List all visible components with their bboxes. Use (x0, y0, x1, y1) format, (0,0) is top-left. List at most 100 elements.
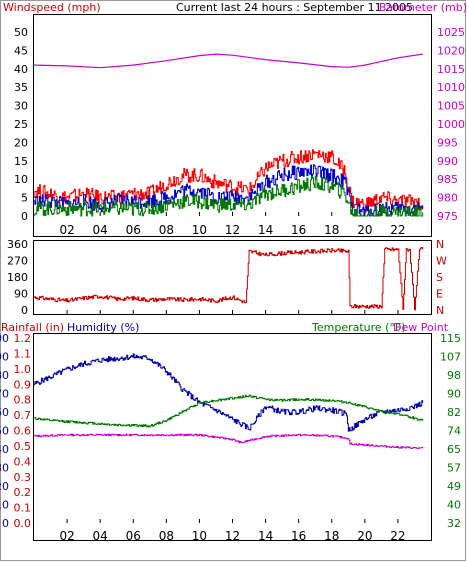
x-tick-label: 22 (390, 223, 405, 237)
temperature-axis-title: Temperature (°F) (311, 321, 406, 334)
wind-avg-line (34, 176, 424, 217)
humidity_ticks-tick-label: 40 (0, 443, 9, 456)
axes-layer: 0510152025303540455097598098599099510001… (0, 26, 465, 543)
x-tick-label: 02 (59, 529, 74, 543)
y_right_ticks-tick-label: 990 (437, 155, 458, 168)
y_right_ticks-tick-label: 975 (437, 210, 458, 223)
humidity_ticks-tick-label: 70 (0, 388, 9, 401)
y_right_ticks-tick-label: W (436, 255, 447, 268)
temp_ticks-tick-label: 90 (447, 388, 461, 401)
x-tick-label: 10 (192, 223, 207, 237)
wind-baro-panel-frame (33, 14, 432, 237)
y_right_ticks-tick-label: 985 (437, 173, 458, 186)
humidity_ticks-tick-label: 10 (0, 499, 9, 512)
rain_ticks-tick-label: 0.4 (14, 455, 32, 468)
y_left_ticks-tick-label: 40 (14, 63, 28, 76)
x-tick-label: 18 (324, 223, 339, 237)
temp_ticks-tick-label: 115 (440, 332, 461, 345)
humidity_ticks-tick-label: 90 (0, 351, 9, 364)
chart-title: Current last 24 hours : September 11 200… (176, 1, 413, 14)
x-tick-label: 18 (324, 529, 339, 543)
dewpoint-line (34, 433, 424, 450)
wind-direction-line (34, 247, 424, 311)
wind-gust-line (34, 149, 424, 213)
rain_ticks-tick-label: 0.2 (14, 486, 32, 499)
x-tick-label: 12 (225, 223, 240, 237)
temp-hum-panel-frame (33, 333, 432, 541)
rain_ticks-tick-label: 0.7 (14, 409, 32, 422)
rain_ticks-tick-label: 0.0 (14, 517, 32, 530)
dewpoint-axis-title: Dew Point (393, 321, 449, 334)
x-tick-label: 04 (93, 223, 108, 237)
barometer-line (33, 53, 423, 69)
y_right_ticks-tick-label: N (436, 238, 444, 251)
temp_ticks-tick-label: 57 (447, 462, 461, 475)
x-tick-label: 20 (357, 223, 372, 237)
y_right_ticks-tick-label: 995 (437, 136, 458, 149)
humidity-line (34, 353, 424, 432)
y_right_ticks-tick-label: 1020 (437, 44, 465, 57)
x-tick-label: 20 (357, 529, 372, 543)
x-tick-label: 12 (225, 529, 240, 543)
windspeed-axis-title: Windspeed (mph) (3, 1, 101, 14)
x-tick-label: 06 (126, 529, 141, 543)
y_right_ticks-tick-label: 1010 (437, 81, 465, 94)
humidity_ticks-tick-label: 60 (0, 406, 9, 419)
y_right_ticks-tick-label: E (436, 288, 443, 301)
x-tick-label: 06 (126, 223, 141, 237)
humidity-axis-title: Humidity (%) (67, 321, 139, 334)
humidity_ticks-tick-label: 80 (0, 369, 9, 382)
humidity_ticks-tick-label: 100 (0, 332, 9, 345)
y_right_ticks-tick-label: 980 (437, 192, 458, 205)
temp_ticks-tick-label: 65 (447, 443, 461, 456)
x-tick-label: 10 (192, 529, 207, 543)
humidity_ticks-tick-label: 30 (0, 462, 9, 475)
y_left_ticks-tick-label: 360 (7, 238, 28, 251)
temp_ticks-tick-label: 32 (447, 517, 461, 530)
y_left_ticks-tick-label: 0 (21, 210, 28, 223)
temp_ticks-tick-label: 74 (447, 425, 461, 438)
humidity_ticks-tick-label: 20 (0, 480, 9, 493)
y_left_ticks-tick-label: 15 (14, 155, 28, 168)
rainfall-axis-title: Rainfall (in) (1, 321, 64, 334)
barometer-axis-title: Barometer (mb) (379, 1, 467, 14)
rain_ticks-tick-label: 0.5 (14, 440, 32, 453)
y_right_ticks-tick-label: 1025 (437, 26, 465, 39)
y_left_ticks-tick-label: 90 (14, 288, 28, 301)
temp_ticks-tick-label: 82 (447, 406, 461, 419)
temp_ticks-tick-label: 49 (447, 480, 461, 493)
y_left_ticks-tick-label: 25 (14, 118, 28, 131)
y_right_ticks-tick-label: 1005 (437, 100, 465, 113)
x-tick-label: 04 (93, 529, 108, 543)
temp_ticks-tick-label: 107 (440, 351, 461, 364)
series-layer (33, 53, 424, 450)
y_left_ticks-tick-label: 30 (14, 100, 28, 113)
y_right_ticks-tick-label: N (436, 304, 444, 317)
rain_ticks-tick-label: 0.1 (14, 502, 32, 515)
x-tick-label: 16 (291, 529, 306, 543)
y_left_ticks-tick-label: 10 (14, 173, 28, 186)
y_left_ticks-tick-label: 50 (14, 26, 28, 39)
y_left_ticks-tick-label: 5 (21, 192, 28, 205)
direction-panel-frame (33, 240, 432, 315)
x-tick-label: 16 (291, 223, 306, 237)
rain_ticks-tick-label: 1.2 (14, 332, 32, 345)
y_left_ticks-tick-label: 0 (21, 304, 28, 317)
x-tick-label: 14 (258, 529, 273, 543)
temp_ticks-tick-label: 98 (447, 369, 461, 382)
y_right_ticks-tick-label: 1015 (437, 63, 465, 76)
y_left_ticks-tick-label: 20 (14, 136, 28, 149)
y_left_ticks-tick-label: 45 (14, 44, 28, 57)
rain_ticks-tick-label: 1.0 (14, 363, 32, 376)
humidity_ticks-tick-label: 0 (2, 517, 9, 530)
rain_ticks-tick-label: 0.6 (14, 425, 32, 438)
x-tick-label: 22 (390, 529, 405, 543)
x-tick-label: 08 (159, 223, 174, 237)
rain_ticks-tick-label: 0.8 (14, 394, 32, 407)
x-tick-label: 02 (59, 223, 74, 237)
rain_ticks-tick-label: 1.1 (14, 347, 32, 360)
y_left_ticks-tick-label: 35 (14, 81, 28, 94)
x-tick-label: 08 (159, 529, 174, 543)
